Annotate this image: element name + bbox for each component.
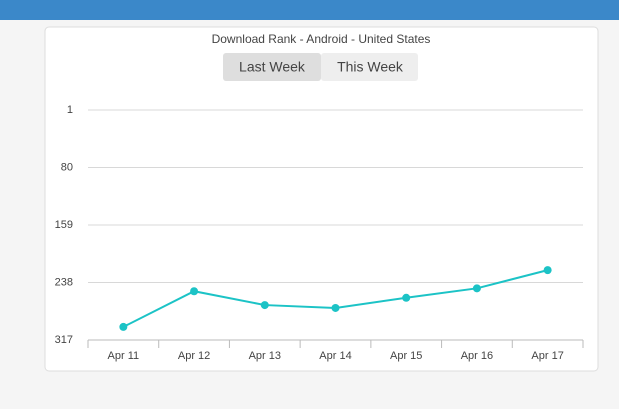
data-point: [402, 293, 411, 302]
header-bar: [0, 0, 619, 20]
y-tick-label: 159: [55, 219, 73, 231]
card: [44, 26, 599, 372]
y-tick-label: 80: [61, 161, 73, 173]
x-tick-label: Apr 17: [531, 350, 563, 362]
x-tick-label: Apr 14: [319, 350, 351, 362]
toggle-active[interactable]: [223, 53, 321, 81]
y-tick-label: 1: [67, 104, 73, 116]
chart-title: Download Rank - Android - United States: [212, 32, 431, 46]
toggle-label[interactable]: This Week: [337, 59, 404, 75]
x-tick-label: Apr 13: [249, 350, 281, 362]
data-point: [119, 322, 128, 331]
data-point: [190, 287, 199, 296]
toggle-label[interactable]: Last Week: [239, 59, 306, 75]
x-tick-label: Apr 15: [390, 350, 422, 362]
data-point: [260, 301, 269, 310]
toggle-inactive[interactable]: [321, 53, 418, 81]
x-tick-label: Apr 11: [108, 350, 140, 362]
data-point: [543, 266, 552, 275]
y-tick-label: 238: [55, 276, 73, 288]
data-point: [331, 303, 340, 312]
x-tick-label: Apr 16: [461, 350, 493, 362]
y-tick-label: 317: [55, 334, 73, 346]
data-point: [472, 284, 481, 293]
x-tick-label: Apr 12: [178, 350, 210, 362]
